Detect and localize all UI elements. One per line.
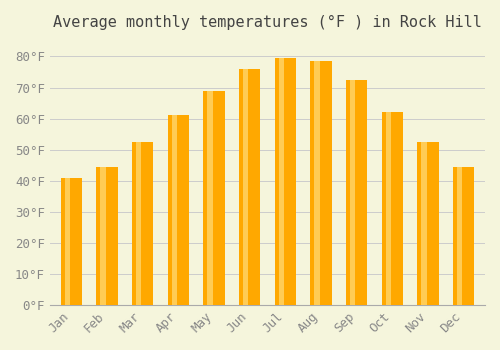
Bar — [346, 80, 368, 305]
Bar — [172, 116, 177, 305]
Bar — [386, 112, 391, 305]
Bar — [64, 178, 70, 305]
Bar — [457, 167, 462, 305]
Bar — [96, 167, 118, 305]
Bar — [310, 61, 332, 305]
Bar — [314, 61, 320, 305]
Title: Average monthly temperatures (°F ) in Rock Hill: Average monthly temperatures (°F ) in Ro… — [53, 15, 482, 30]
Bar — [132, 142, 154, 305]
Bar — [168, 116, 189, 305]
Bar — [278, 58, 284, 305]
Bar — [422, 142, 427, 305]
Bar — [100, 167, 106, 305]
Bar — [203, 91, 224, 305]
Bar — [136, 142, 141, 305]
Bar — [382, 112, 403, 305]
Bar — [239, 69, 260, 305]
Bar — [350, 80, 356, 305]
Bar — [208, 91, 213, 305]
Bar — [243, 69, 248, 305]
Bar — [60, 178, 82, 305]
Bar — [417, 142, 438, 305]
Bar — [274, 58, 296, 305]
Bar — [453, 167, 474, 305]
